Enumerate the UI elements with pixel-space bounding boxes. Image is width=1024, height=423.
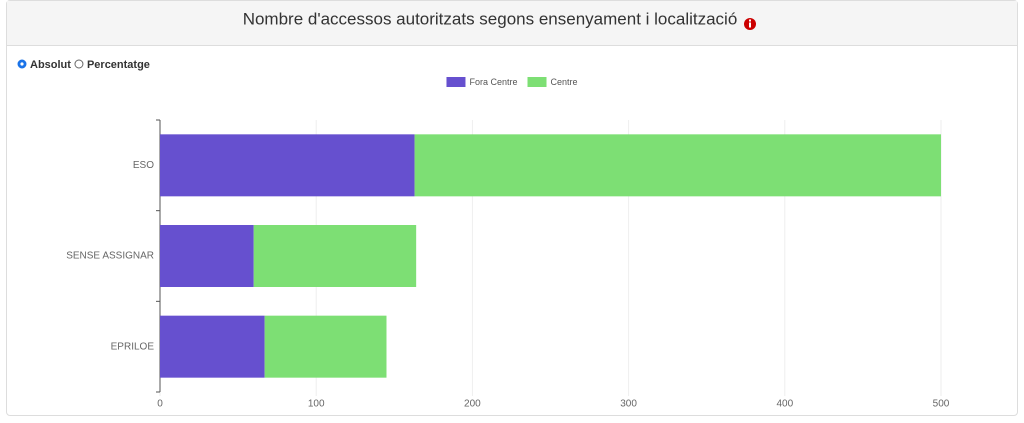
panel-header — [7, 1, 1017, 46]
legend: Fora Centre Centre — [446, 77, 578, 87]
legend-swatch — [527, 77, 547, 87]
bar-segment — [264, 315, 387, 378]
radio-button[interactable] — [74, 59, 84, 69]
bar-segment — [160, 134, 415, 197]
x-tick-label: 100 — [308, 399, 325, 410]
x-tick-label: 400 — [776, 399, 793, 410]
y-tick-label: EPRILOE — [111, 341, 155, 352]
bar-segment — [160, 315, 265, 378]
legend-swatch — [446, 77, 466, 87]
radio-label[interactable]: Percentatge — [87, 59, 150, 71]
radio-dot — [20, 62, 24, 66]
x-tick-label: 500 — [933, 399, 950, 410]
x-tick-label: 300 — [620, 399, 637, 410]
bar-segment — [160, 225, 254, 287]
bar-segment — [414, 134, 942, 197]
info-icon — [744, 18, 756, 30]
y-tick-label: SENSE ASSIGNAR — [66, 251, 154, 262]
legend-label: Centre — [551, 77, 578, 87]
chart-title: Nombre d'accessos autoritzats segons ens… — [243, 9, 738, 28]
bar-segment — [253, 225, 417, 287]
x-tick-label: 0 — [157, 399, 163, 410]
radio-label[interactable]: Absolut — [30, 59, 71, 71]
y-tick-label: ESO — [133, 160, 154, 171]
x-tick-label: 200 — [464, 399, 481, 410]
legend-label: Fora Centre — [469, 77, 517, 87]
